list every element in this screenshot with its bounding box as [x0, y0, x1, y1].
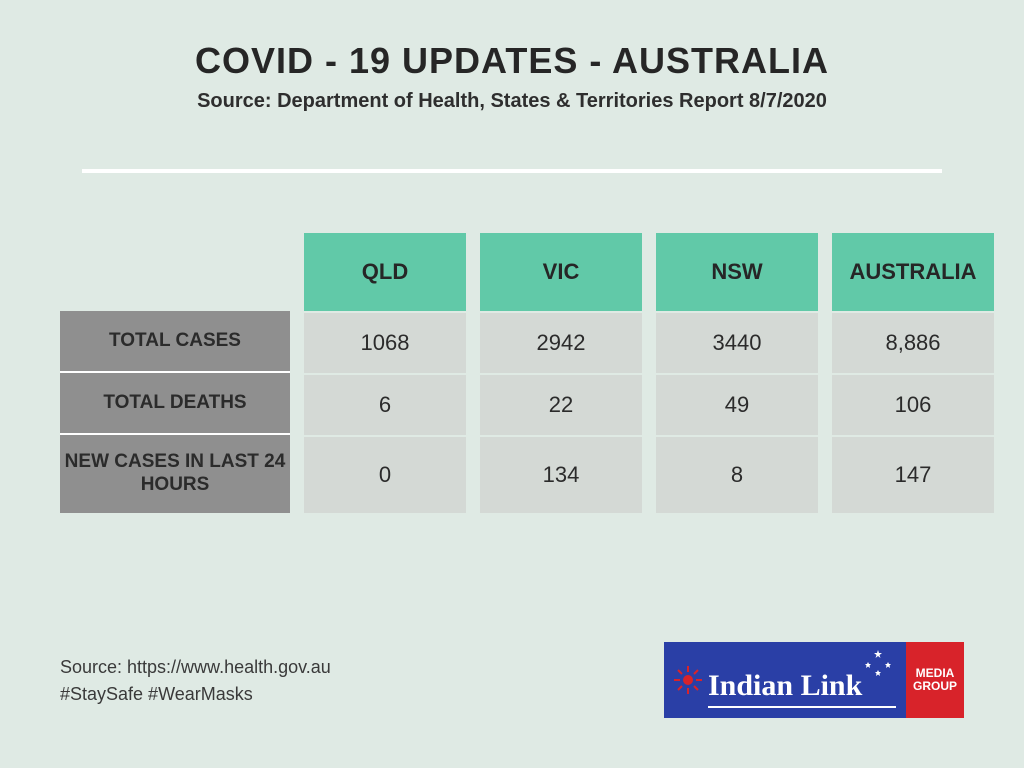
table-columns: QLD 1068 6 0 VIC 2942 22 134 NSW 3440 49…: [290, 233, 994, 513]
page-subtitle: Source: Department of Health, States & T…: [0, 90, 1024, 113]
table-cell: 3440: [656, 311, 818, 373]
column-header: NSW: [656, 233, 818, 311]
data-table: TOTAL CASES TOTAL DEATHS NEW CASES IN LA…: [60, 233, 1024, 513]
logo-side-bottom: GROUP: [913, 680, 957, 693]
table-column: QLD 1068 6 0: [304, 233, 466, 513]
footer: Source: https://www.health.gov.au #StayS…: [60, 654, 331, 708]
table-cell: 49: [656, 373, 818, 435]
table-cell: 2942: [480, 311, 642, 373]
table-cell: 22: [480, 373, 642, 435]
table-cell: 1068: [304, 311, 466, 373]
table-cell: 8: [656, 435, 818, 513]
stars-icon: [858, 648, 898, 678]
row-labels: TOTAL CASES TOTAL DEATHS NEW CASES IN LA…: [60, 311, 290, 513]
table-column: NSW 3440 49 8: [656, 233, 818, 513]
divider: [82, 169, 942, 173]
row-label: NEW CASES IN LAST 24 HOURS: [60, 435, 290, 513]
column-header: VIC: [480, 233, 642, 311]
row-label: TOTAL CASES: [60, 311, 290, 373]
column-header: AUSTRALIA: [832, 233, 994, 311]
header: COVID - 19 UPDATES - AUSTRALIA Source: D…: [0, 0, 1024, 113]
logo-text: Indian Link: [708, 671, 862, 701]
footer-source: Source: https://www.health.gov.au: [60, 654, 331, 681]
table-column: AUSTRALIA 8,886 106 147: [832, 233, 994, 513]
table-cell: 6: [304, 373, 466, 435]
sun-icon: [674, 666, 702, 694]
logo-underline: [708, 706, 896, 708]
page-title: COVID - 19 UPDATES - AUSTRALIA: [0, 40, 1024, 82]
table-column: VIC 2942 22 134: [480, 233, 642, 513]
row-label: TOTAL DEATHS: [60, 373, 290, 435]
table-cell: 8,886: [832, 311, 994, 373]
column-header: QLD: [304, 233, 466, 311]
footer-hashtags: #StaySafe #WearMasks: [60, 681, 331, 708]
logo-side: MEDIA GROUP: [906, 642, 964, 718]
table-cell: 147: [832, 435, 994, 513]
table-cell: 106: [832, 373, 994, 435]
logo-main: Indian Link: [664, 642, 906, 718]
brand-logo: Indian Link MEDIA GROUP: [664, 642, 964, 718]
table-cell: 0: [304, 435, 466, 513]
table-cell: 134: [480, 435, 642, 513]
